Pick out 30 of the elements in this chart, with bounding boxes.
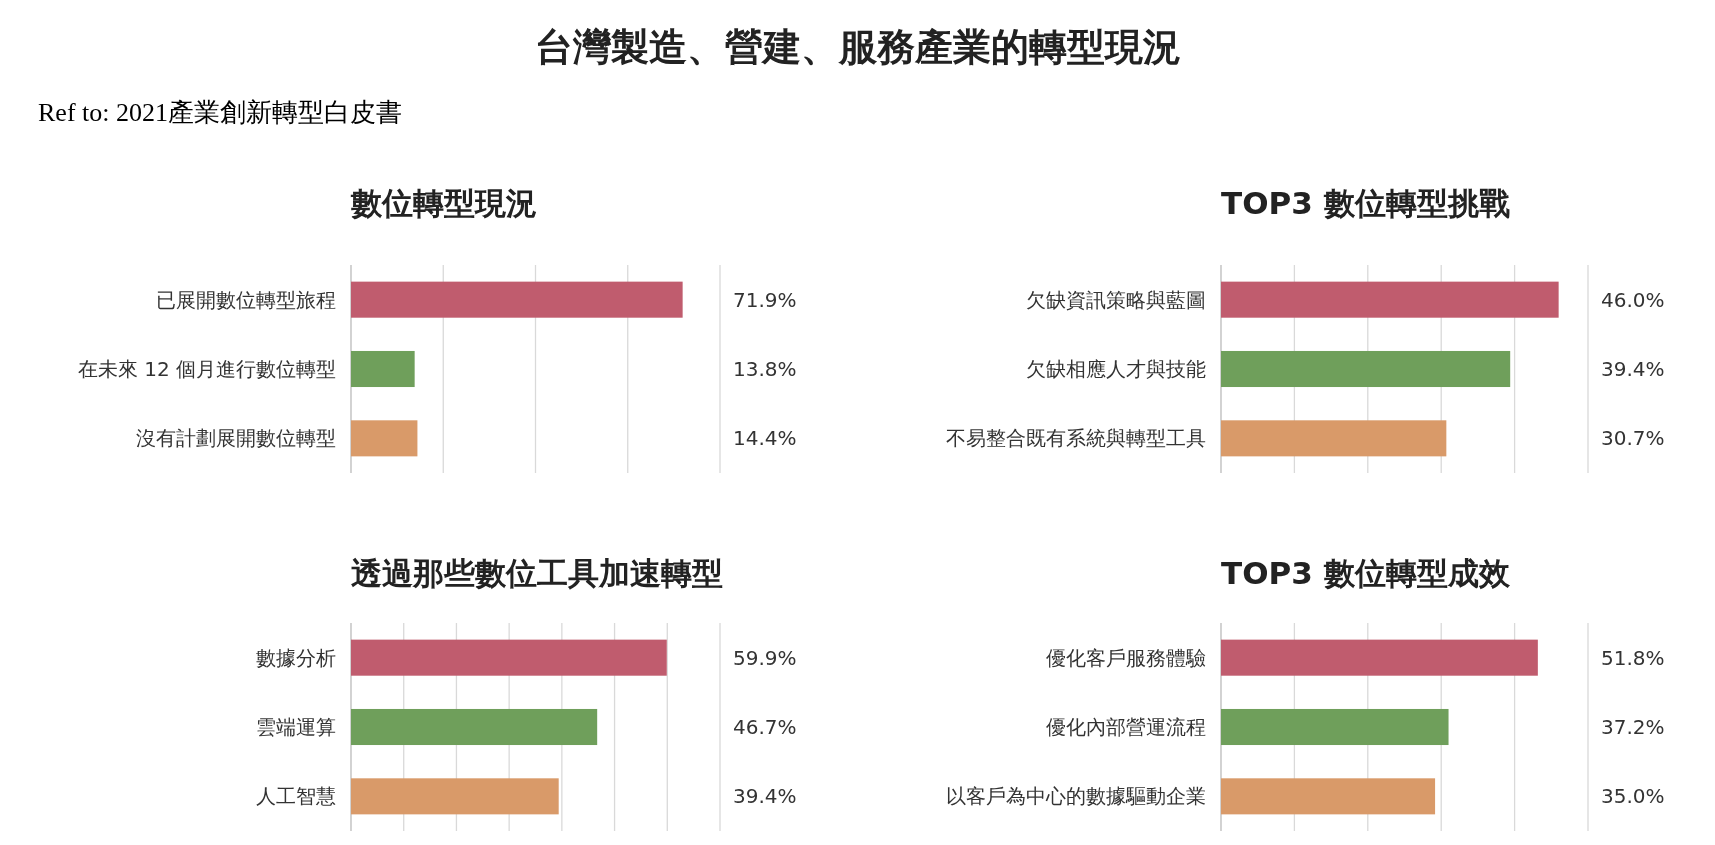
value-label: 14.4% — [733, 426, 797, 451]
category: 欠缺資訊策略與藍圖 — [1026, 287, 1206, 312]
annotation: 台灣製造、營建、服務產業的轉型現況 — [534, 25, 1181, 69]
value-label: 39.4% — [1601, 357, 1665, 381]
value-label: 35.0% — [1601, 784, 1665, 809]
title: TOP3 數位轉型挑戰 — [1221, 185, 1510, 221]
category: 已展開數位轉型旅程 — [156, 287, 336, 312]
value-label: 71.9% — [733, 287, 797, 312]
value-label: 37.2% — [1601, 715, 1665, 739]
category: 人工智慧 — [256, 784, 336, 809]
category: 在未來 12 個月進行數位轉型 — [77, 357, 336, 381]
title: 數位轉型現況 — [351, 185, 537, 221]
category: 沒有計劃展開數位轉型 — [136, 426, 336, 451]
category: 欠缺相應人才與技能 — [1026, 357, 1206, 381]
annotation: Ref to: 2021產業創新轉型白皮書 — [38, 98, 402, 127]
value-label: 51.8% — [1601, 645, 1665, 670]
category: 優化客戶服務體驗 — [1046, 645, 1206, 670]
category: 以客戶為中心的數據驅動企業 — [946, 784, 1206, 809]
category: 不易整合既有系統與轉型工具 — [946, 426, 1206, 451]
value-label: 30.7% — [1601, 426, 1665, 451]
value-label: 46.0% — [1601, 287, 1665, 312]
title: TOP3 數位轉型成效 — [1221, 555, 1510, 591]
value-label: 59.9% — [733, 645, 797, 670]
category: 數據分析 — [256, 645, 336, 670]
category: 雲端運算 — [256, 715, 336, 739]
value-label: 13.8% — [733, 357, 797, 381]
title: 透過那些數位工具加速轉型 — [351, 555, 723, 591]
value-label: 39.4% — [733, 784, 797, 809]
value-label: 46.7% — [733, 715, 797, 739]
category: 優化內部營運流程 — [1046, 715, 1206, 739]
